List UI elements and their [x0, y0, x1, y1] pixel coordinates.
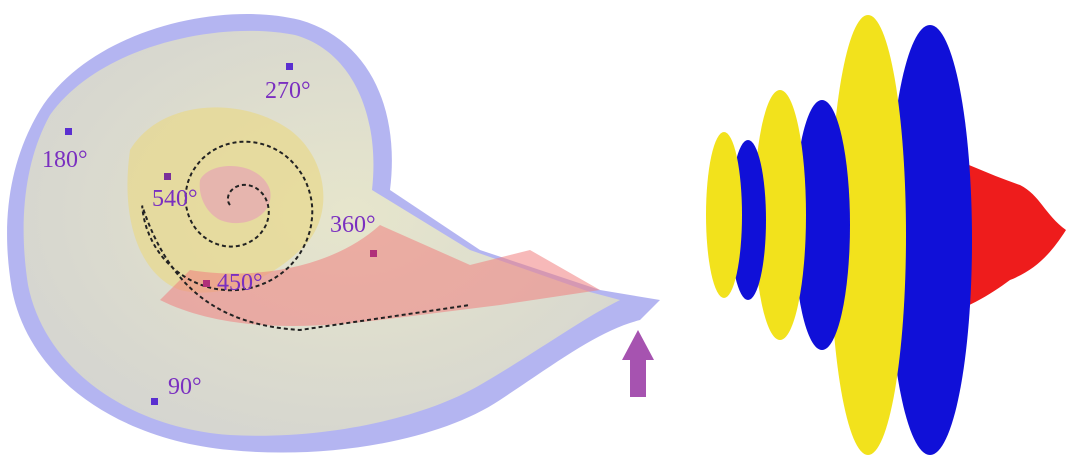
angle-label: 90°	[168, 374, 202, 400]
yellow-ring	[706, 132, 742, 298]
figure: 270° 180° 540° 360° 450° 90°	[0, 0, 1068, 466]
marker	[203, 280, 210, 287]
angle-label: 450°	[217, 270, 263, 296]
marker	[286, 63, 293, 70]
marker	[151, 398, 158, 405]
angle-label: 270°	[265, 78, 311, 104]
marker	[370, 250, 377, 257]
mode-rendering	[706, 15, 1066, 455]
marker	[65, 128, 72, 135]
arrow	[622, 330, 654, 397]
angle-label: 360°	[330, 212, 376, 238]
angle-label: 540°	[152, 186, 198, 212]
angle-label: 180°	[42, 147, 88, 173]
cochlea-rendering: 270° 180° 540° 360° 450° 90°	[7, 14, 660, 453]
marker	[164, 173, 171, 180]
